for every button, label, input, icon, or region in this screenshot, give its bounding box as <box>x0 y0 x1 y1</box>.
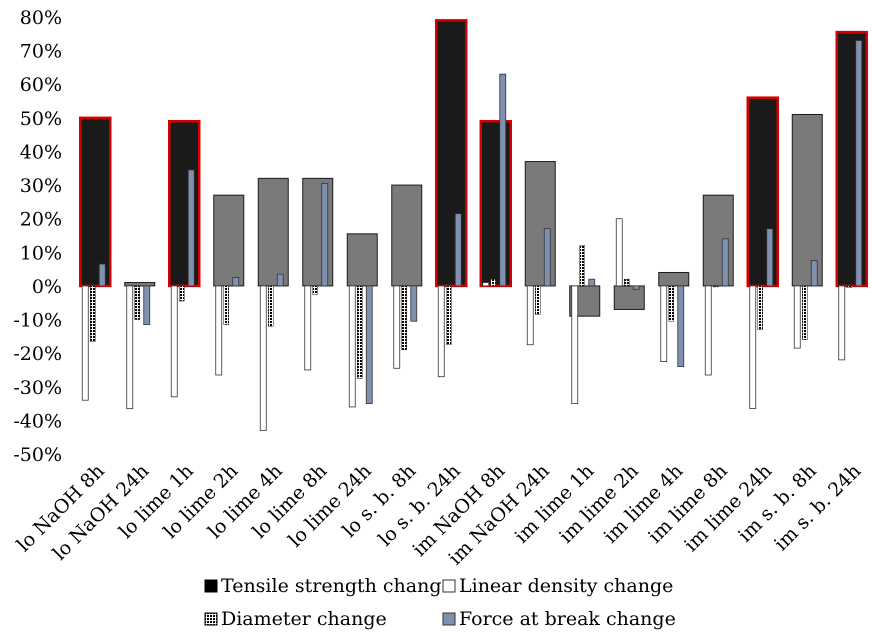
tensile-strength-bar <box>435 19 468 288</box>
force-at-break-bar <box>810 260 818 287</box>
diameter-bar <box>757 285 763 330</box>
force-at-break-bar <box>632 285 640 290</box>
y-tick-label: -50% <box>13 444 62 466</box>
diameter-bar <box>802 285 808 340</box>
force-at-break-bar <box>276 273 284 287</box>
tensile-strength-bar <box>391 184 423 287</box>
force-at-break-bar <box>499 73 507 287</box>
diameter-bar <box>312 285 318 295</box>
force-at-break-bar <box>766 228 774 287</box>
tensile-strength-bar <box>702 194 734 287</box>
tensile-strength-bar <box>658 271 690 287</box>
linear-density-bar <box>615 218 623 287</box>
legend-swatch <box>442 612 456 626</box>
tensile-strength-bar <box>257 177 289 287</box>
force-at-break-bar <box>454 213 462 287</box>
legend-label: Linear density change <box>459 575 673 597</box>
linear-density-bar <box>793 285 801 349</box>
force-at-break-bar <box>677 285 685 367</box>
bars-group <box>79 19 868 431</box>
tensile-strength-bar <box>302 177 334 287</box>
legend-swatch <box>442 579 456 593</box>
diameter-bar <box>223 285 229 325</box>
y-tick-label: 50% <box>20 108 62 130</box>
y-tick-label: 60% <box>20 74 62 96</box>
tensile-strength-bar <box>213 194 245 287</box>
tensile-strength-bar <box>79 116 112 288</box>
linear-density-bar <box>437 285 445 378</box>
linear-density-bar <box>170 285 178 398</box>
diameter-bar <box>846 285 852 288</box>
y-tick-label: 80% <box>20 7 62 29</box>
legend-label: Diameter change <box>221 608 387 630</box>
tensile-strength-bar <box>346 233 378 287</box>
tensile-strength-bar <box>791 113 823 287</box>
linear-density-bar <box>749 285 757 410</box>
linear-density-bar <box>482 282 490 287</box>
diameter-bar <box>624 278 630 287</box>
linear-density-bar <box>348 285 356 408</box>
force-at-break-bar <box>143 285 151 325</box>
force-at-break-bar <box>855 40 863 287</box>
legend: Tensile strength change Linear density ch… <box>204 575 676 630</box>
tensile-strength-bar <box>746 96 779 288</box>
force-at-break-bar <box>232 277 240 287</box>
tensile-strength-bar <box>835 30 868 288</box>
force-at-break-bar <box>721 238 729 287</box>
diameter-bar <box>490 278 496 287</box>
tensile-strength-bar <box>524 161 556 287</box>
legend-label: Force at break change <box>459 608 676 630</box>
linear-density-bar <box>81 285 89 401</box>
diameter-bar <box>579 245 585 287</box>
linear-density-bar <box>126 285 134 410</box>
diameter-bar <box>401 285 407 351</box>
tensile-strength-bar <box>479 119 512 288</box>
y-tick-label: 10% <box>20 242 62 264</box>
legend-swatch <box>204 579 218 593</box>
y-axis: 80% 70% 60% 50% 40% 30% 20% 10% 0% -10% -20% -30% -4… <box>13 7 62 466</box>
linear-density-bar <box>304 285 312 371</box>
diameter-bar <box>535 285 541 315</box>
diameter-bar <box>668 285 674 322</box>
linear-density-bar <box>838 285 846 361</box>
diameter-bar <box>268 285 274 327</box>
linear-density-bar <box>215 285 223 376</box>
force-at-break-bar <box>588 278 596 287</box>
diameter-bar <box>357 285 363 379</box>
diameter-bar <box>446 285 452 345</box>
tensile-strength-bar <box>168 119 201 288</box>
legend-swatch <box>204 612 218 626</box>
force-at-break-bar <box>98 263 106 287</box>
y-tick-label: 0% <box>32 276 62 298</box>
diameter-bar <box>134 285 140 320</box>
linear-density-bar <box>393 285 401 369</box>
force-at-break-bar <box>410 285 418 322</box>
legend-label: Tensile strength change <box>221 575 453 597</box>
force-at-break-bar <box>365 285 373 404</box>
linear-density-bar <box>526 285 534 346</box>
diameter-bar <box>713 285 719 288</box>
y-tick-label: 30% <box>20 175 62 197</box>
linear-density-bar <box>259 285 267 431</box>
tensile-strength-bar <box>613 285 645 310</box>
force-at-break-bar <box>543 228 551 287</box>
y-tick-label: 40% <box>20 141 62 163</box>
y-tick-label: -10% <box>13 310 62 332</box>
force-at-break-bar <box>321 182 329 287</box>
linear-density-bar <box>571 285 579 404</box>
y-tick-label: 20% <box>20 209 62 231</box>
y-tick-label: 70% <box>20 41 62 63</box>
diameter-bar <box>179 285 185 302</box>
diameter-bar <box>90 285 96 342</box>
tensile-strength-bar <box>124 282 156 287</box>
y-tick-label: -30% <box>13 377 62 399</box>
force-at-break-bar <box>187 169 195 287</box>
y-tick-label: -40% <box>13 410 62 432</box>
linear-density-bar <box>704 285 712 376</box>
linear-density-bar <box>660 285 668 362</box>
y-tick-label: -20% <box>13 343 62 365</box>
